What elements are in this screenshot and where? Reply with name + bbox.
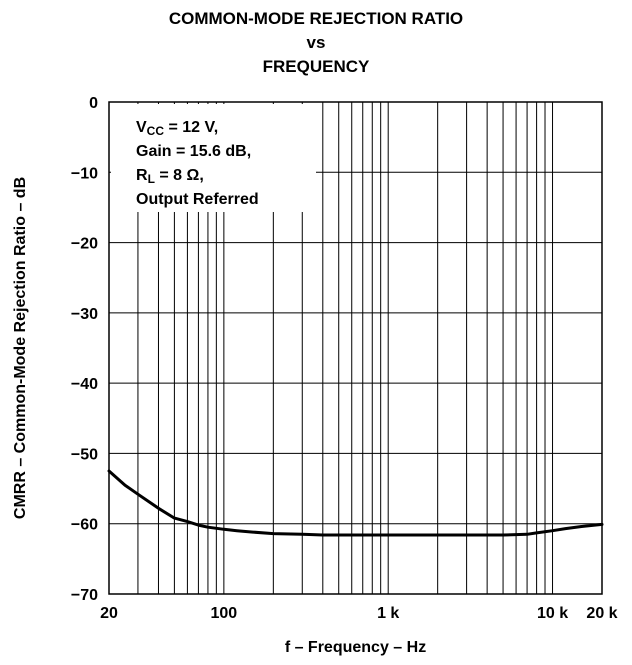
chart-title-line-1: COMMON-MODE REJECTION RATIO bbox=[168, 9, 464, 28]
y-tick-label: −10 bbox=[71, 165, 98, 182]
chart-title-line-2: vs bbox=[306, 33, 326, 52]
y-axis-label: CMRR – Common-Mode Rejection Ratio – dB bbox=[12, 177, 29, 519]
x-tick-label: 10 k bbox=[537, 605, 568, 622]
x-tick-label: 1 k bbox=[377, 605, 399, 622]
annotation-box bbox=[111, 104, 316, 212]
y-tick-label: −40 bbox=[71, 376, 98, 393]
x-tick-label: 20 bbox=[100, 605, 118, 622]
annotation-line: VCC = 12 V, bbox=[136, 119, 218, 138]
x-axis-label: f – Frequency – Hz bbox=[285, 639, 426, 656]
y-tick-label: −50 bbox=[71, 446, 98, 463]
y-tick-label: −70 bbox=[71, 587, 98, 604]
x-tick-label: 20 k bbox=[586, 605, 617, 622]
y-tick-label: −20 bbox=[71, 236, 98, 253]
annotation-line: Output Referred bbox=[136, 191, 259, 208]
y-tick-label: 0 bbox=[89, 95, 98, 112]
x-tick-label: 100 bbox=[211, 605, 238, 622]
chart-title-line-3: FREQUENCY bbox=[262, 57, 370, 76]
y-tick-label: −30 bbox=[71, 306, 98, 323]
plot-frame bbox=[108, 101, 603, 595]
annotation-line: Gain = 15.6 dB, bbox=[136, 143, 251, 160]
cmrr-series-line bbox=[107, 469, 604, 537]
annotation-line: RL = 8 Ω, bbox=[136, 167, 204, 186]
y-tick-label: −60 bbox=[71, 517, 98, 534]
